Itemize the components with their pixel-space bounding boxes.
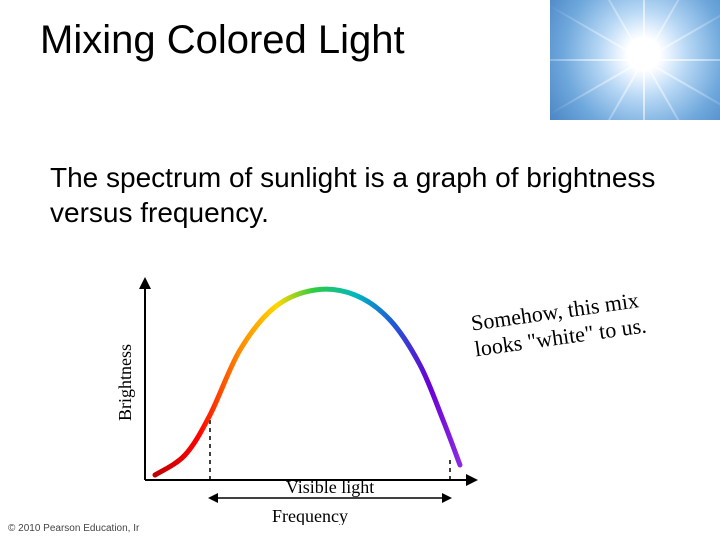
body-text: The spectrum of sunlight is a graph of b… <box>50 160 670 230</box>
handwritten-annotation: Somehow, this mix looks "white" to us. <box>469 282 684 363</box>
spectrum-chart: Visible light Frequency Brightness <box>115 265 485 525</box>
svg-text:Visible light: Visible light <box>286 477 374 497</box>
sun-rays <box>550 0 720 120</box>
page-title: Mixing Colored Light <box>40 18 405 63</box>
svg-text:Frequency: Frequency <box>272 506 348 525</box>
copyright-text: © 2010 Pearson Education, Ir <box>8 523 139 534</box>
sun-image <box>550 0 720 120</box>
svg-text:Brightness: Brightness <box>115 344 135 421</box>
